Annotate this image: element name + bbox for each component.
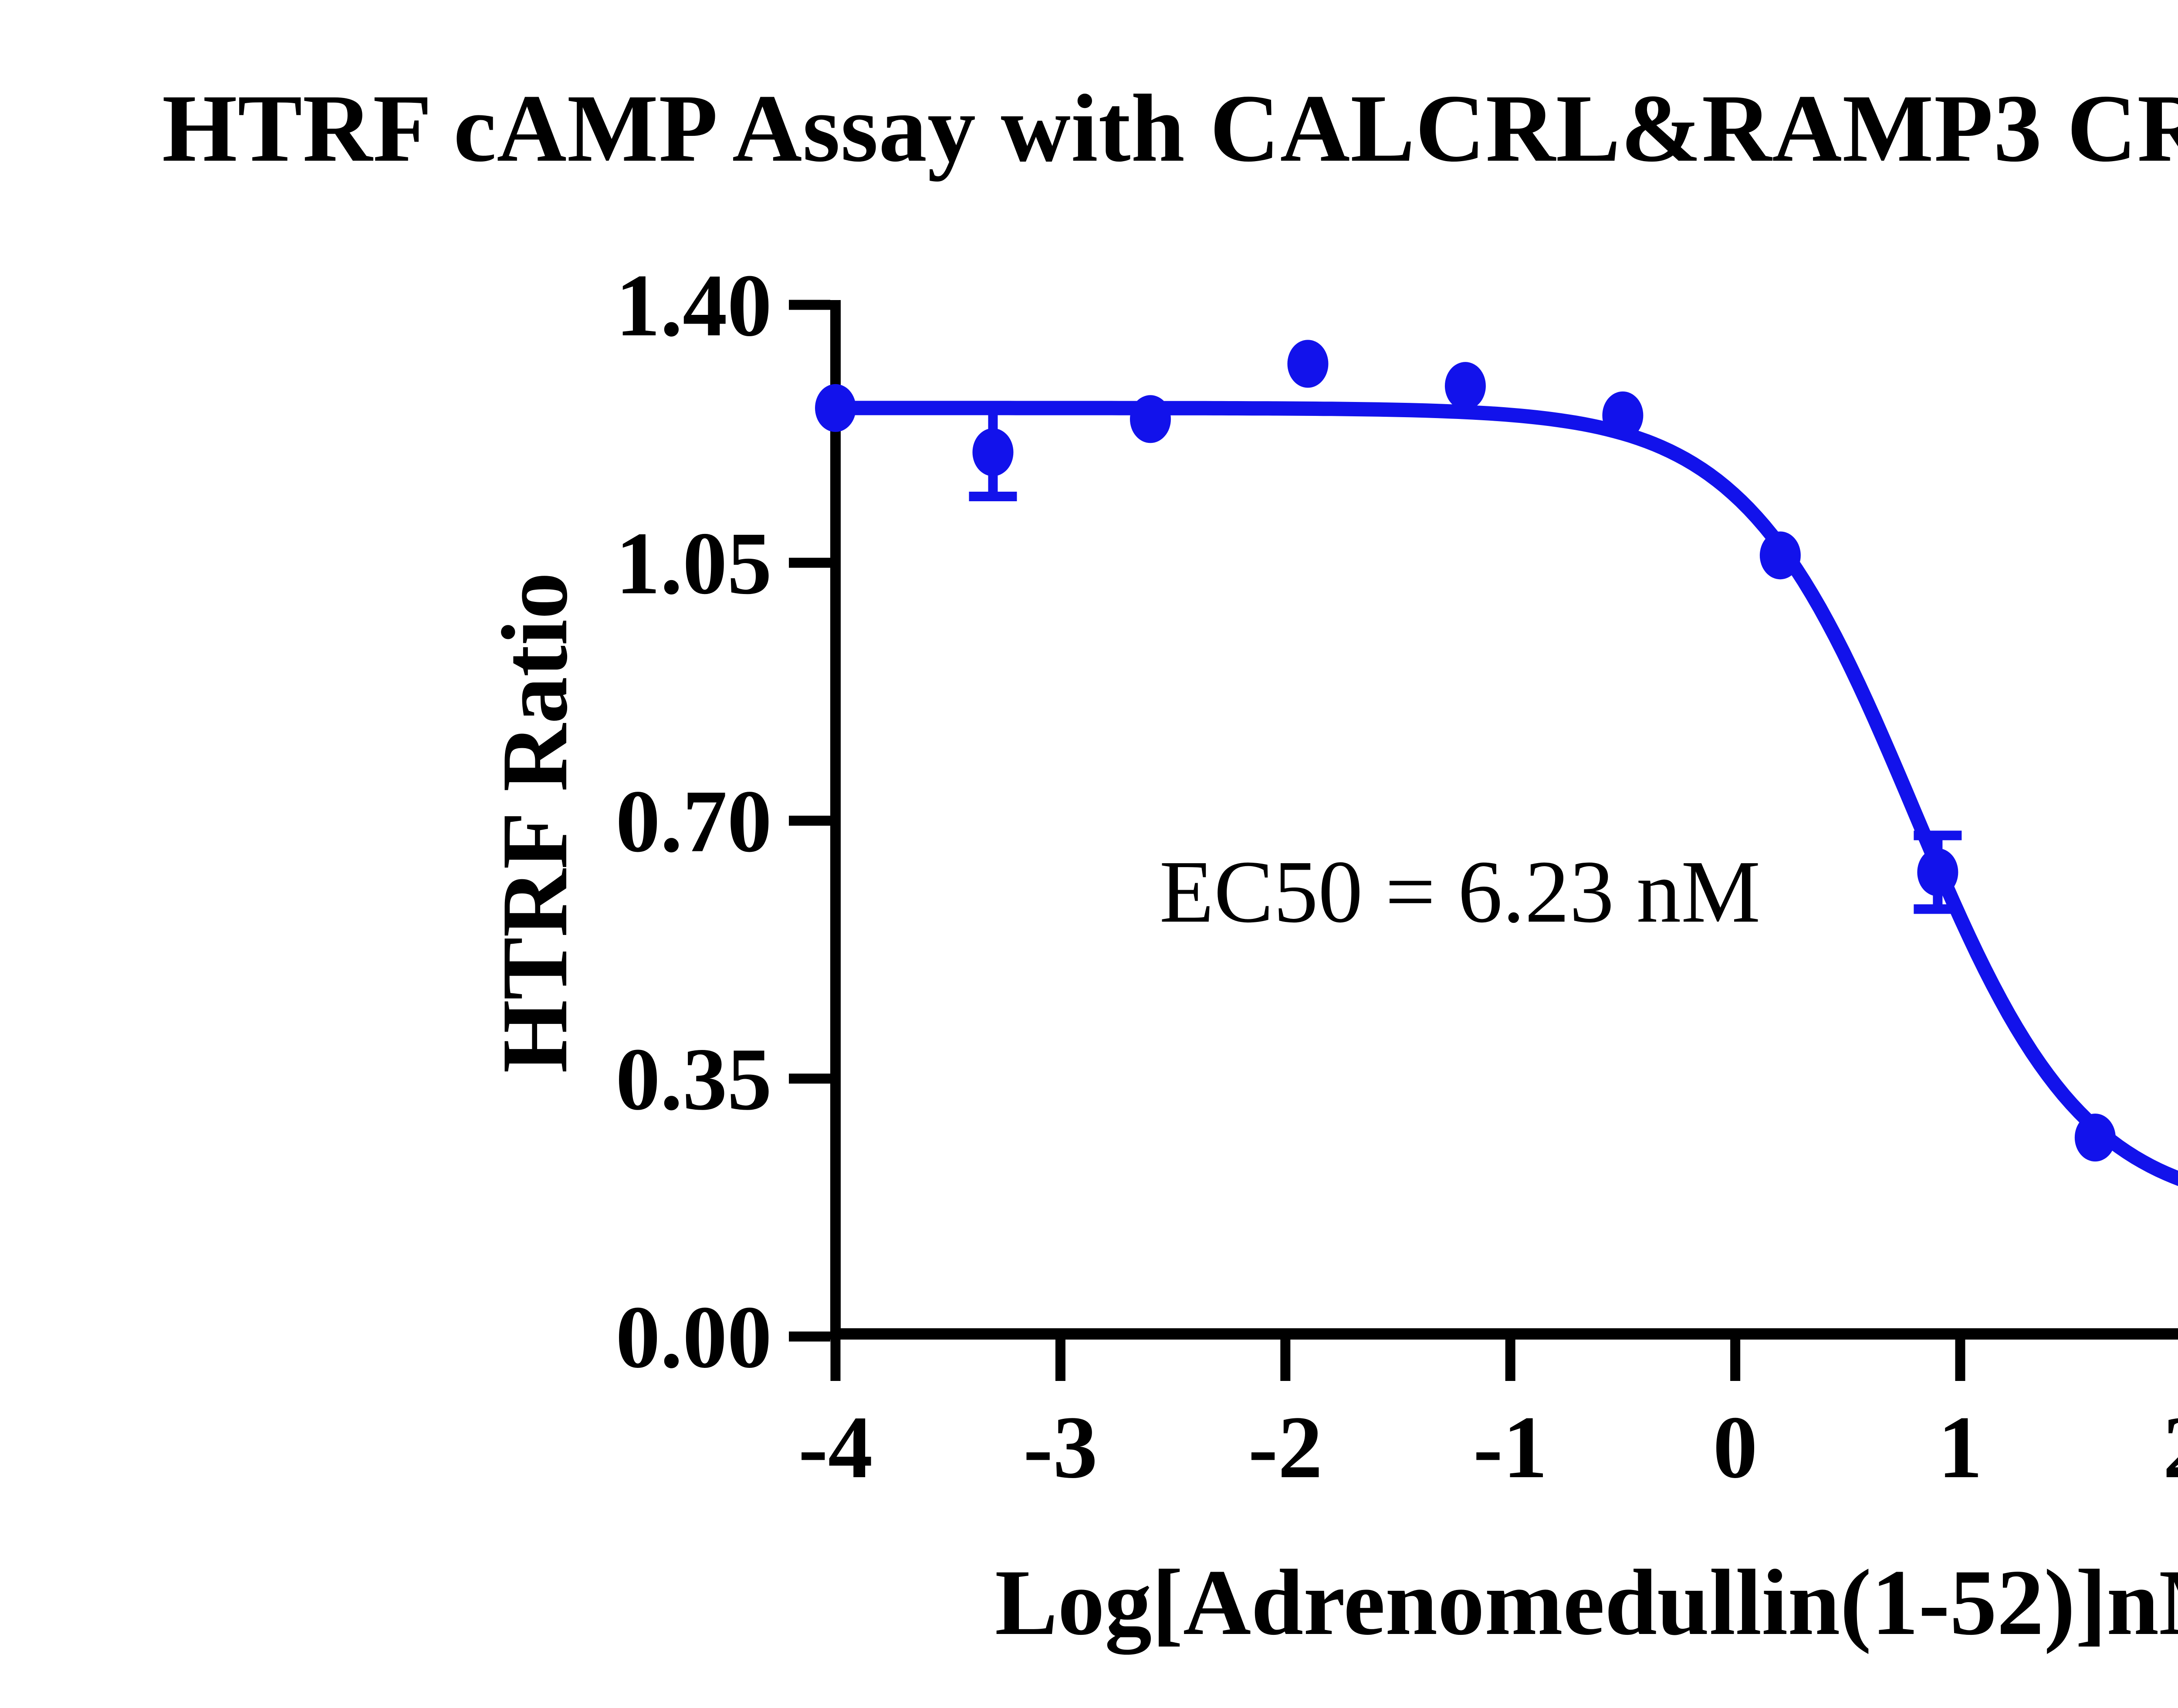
x-tick-label: -3: [1023, 1398, 1098, 1497]
ec50-annotation: EC50 = 6.23 nM: [1160, 842, 1761, 941]
x-tick-label: 0: [1713, 1398, 1758, 1497]
chart-title: HTRF cAMP Assay with CALCRL&RAMP3 CRE-Lu…: [162, 75, 2178, 182]
data-point: [1444, 362, 1486, 410]
x-tick-label: -1: [1473, 1398, 1548, 1497]
y-tick-label: 0.35: [616, 1030, 772, 1129]
x-tick-label: 2: [2163, 1398, 2178, 1497]
x-tick-label: -4: [798, 1398, 873, 1497]
data-point: [1602, 391, 1644, 439]
x-tick-label: 1: [1938, 1398, 1983, 1497]
y-tick-label: 1.40: [616, 256, 772, 355]
fit-curve: [828, 401, 2178, 1186]
data-point: [2074, 1114, 2116, 1162]
data-point: [972, 428, 1014, 476]
data-point: [815, 384, 856, 432]
data-point: [1130, 395, 1171, 443]
y-axis-title: HTRF Ratio: [483, 572, 587, 1073]
x-tick-label: -2: [1248, 1398, 1322, 1497]
y-tick-label: 0.00: [616, 1288, 772, 1387]
data-point: [1759, 531, 1801, 580]
data-point: [1287, 340, 1329, 388]
y-tick-label: 0.70: [616, 772, 772, 871]
data-point: [1917, 848, 1958, 896]
x-axis-title: Log[Adrenomedullin(1-52)]nM: [995, 1550, 2178, 1655]
y-tick-label: 1.05: [616, 514, 772, 613]
